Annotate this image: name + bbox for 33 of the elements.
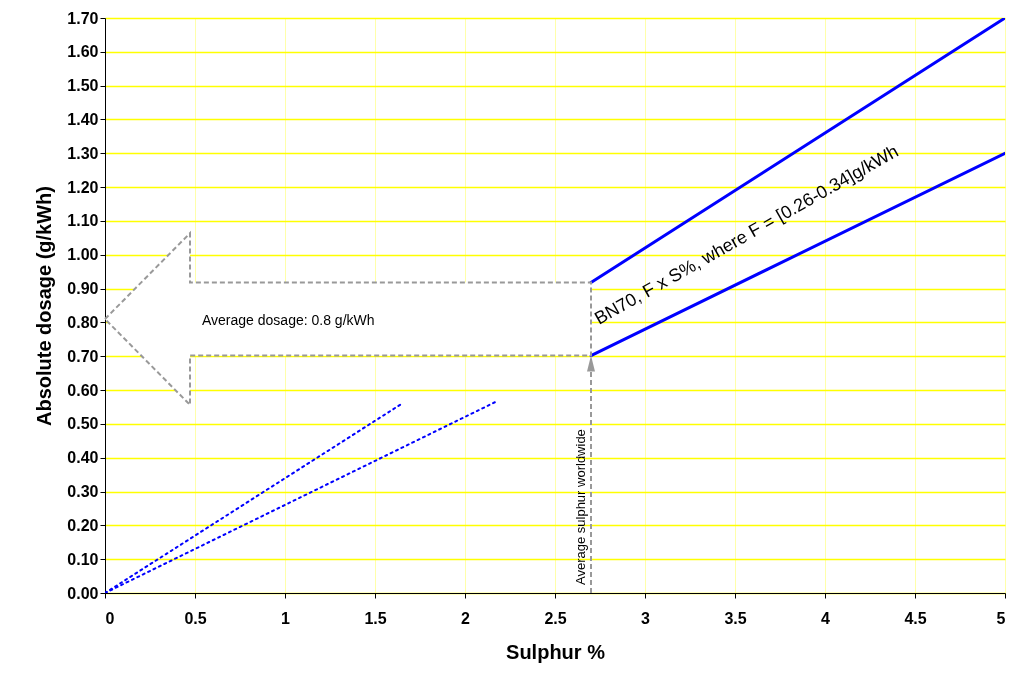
y-tick-label: 0.80 [67, 313, 99, 331]
y-tick-label: 0.00 [67, 584, 99, 602]
y-tick-label: 0.90 [67, 280, 99, 298]
y-tick-label: 0.20 [67, 516, 99, 534]
y-tick-label: 0.60 [67, 381, 99, 399]
x-tick-label: 1.5 [364, 609, 387, 627]
x-tick-label: 5 [996, 609, 1006, 627]
y-tick-label: 1.60 [67, 43, 99, 61]
x-tick-label: 2 [461, 609, 471, 627]
y-tick-label: 1.10 [67, 212, 99, 230]
y-tick-label: 1.00 [67, 246, 99, 264]
x-tick-label: 3.5 [724, 609, 747, 627]
x-tick-label: 4 [821, 609, 831, 627]
y-tick-label: 0.30 [67, 483, 99, 501]
y-tick-label: 0.50 [67, 415, 99, 433]
y-tick-label: 1.30 [67, 144, 99, 162]
y-tick-label: 1.20 [67, 178, 99, 196]
x-tick-label: 0 [105, 609, 115, 627]
x-tick-label: 2.5 [544, 609, 567, 627]
x-tick-label: 1 [281, 609, 291, 627]
y-tick-label: 0.40 [67, 449, 99, 467]
y-tick-label: 1.50 [67, 77, 99, 95]
annotation: Average sulphur worldwide [573, 429, 588, 585]
x-tick-label: 3 [641, 609, 651, 627]
y-tick-label: 0.70 [67, 347, 99, 365]
y-axis-title: Absolute dosage (g/kWh) [33, 186, 56, 426]
x-tick-label: 0.5 [184, 609, 207, 627]
y-tick-label: 1.40 [67, 110, 99, 128]
y-tick-label: 0.10 [67, 550, 99, 568]
x-tick-label: 4.5 [904, 609, 927, 627]
x-axis-title: Sulphur % [506, 640, 606, 663]
y-tick-label: 1.70 [67, 9, 99, 27]
annotation: Average dosage: 0.8 g/kWh [202, 312, 375, 329]
